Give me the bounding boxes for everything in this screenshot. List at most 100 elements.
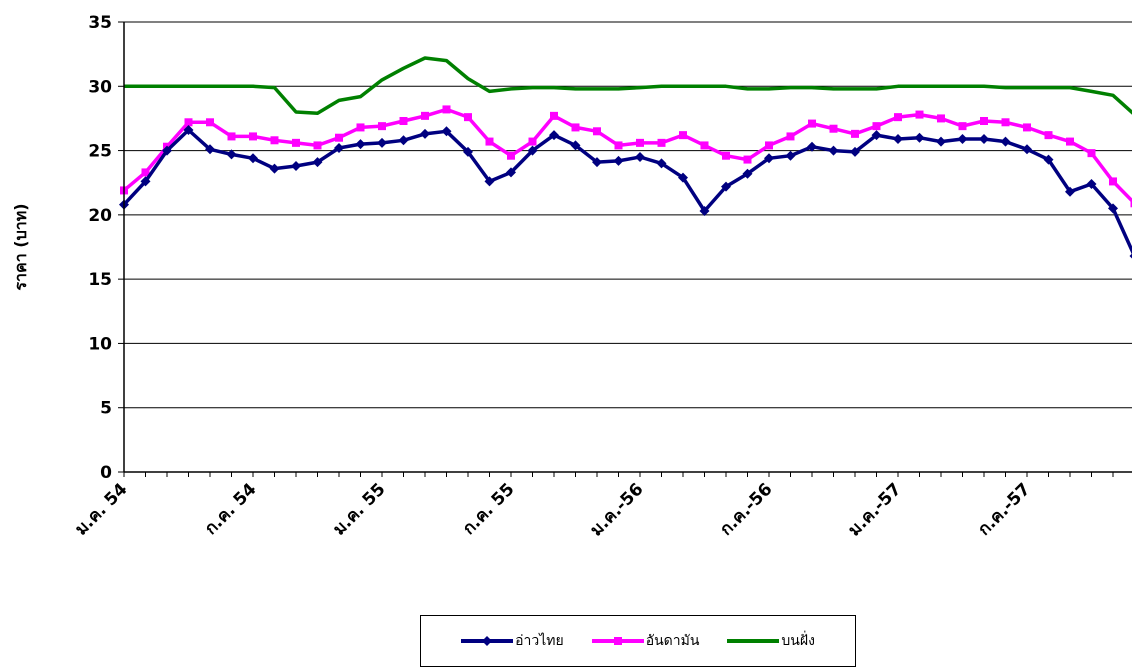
data-point	[442, 105, 451, 114]
x-tick-label: ม.ค. 54	[71, 479, 131, 539]
data-point	[463, 146, 473, 157]
data-point	[206, 118, 214, 127]
y-tick-label: 35	[88, 13, 112, 33]
data-point	[893, 134, 903, 144]
data-point	[549, 130, 559, 141]
data-point	[292, 138, 300, 147]
y-tick-label: 15	[88, 270, 112, 290]
y-tick-label: 10	[88, 334, 112, 354]
data-point	[980, 117, 988, 125]
data-point	[270, 136, 279, 145]
legend-label: อันดามัน	[645, 633, 700, 649]
legend-swatch-andaman	[591, 637, 644, 645]
data-point	[377, 137, 387, 148]
data-point	[1087, 149, 1096, 158]
data-point	[721, 181, 731, 192]
data-point	[528, 137, 537, 146]
series-layer	[119, 56, 1132, 259]
data-point	[764, 153, 774, 164]
data-point	[571, 123, 580, 132]
data-point	[1108, 203, 1118, 214]
data-point	[356, 123, 365, 132]
legend-label: อ่าวไทย	[515, 633, 564, 649]
data-point	[765, 141, 773, 150]
grid-lines	[124, 21, 1132, 409]
data-point	[828, 145, 839, 156]
data-point	[613, 155, 624, 166]
data-point	[248, 153, 258, 164]
data-point	[635, 152, 645, 162]
data-point	[636, 138, 644, 147]
series-gulf	[119, 125, 1132, 259]
data-point	[226, 149, 237, 160]
y-tick-label: 20	[88, 206, 112, 226]
legend-swatch-onshore	[727, 639, 780, 643]
y-axis-label: ราคา (บาท)	[11, 203, 30, 290]
data-point	[722, 151, 730, 160]
data-point	[269, 163, 280, 174]
data-point	[140, 176, 151, 187]
data-point	[850, 146, 860, 157]
x-tick-label: ม.ค. 55	[329, 479, 389, 539]
data-point	[291, 161, 301, 171]
data-point	[1022, 144, 1032, 155]
data-point	[679, 131, 687, 140]
data-point	[657, 138, 666, 147]
data-point	[958, 122, 967, 131]
data-point	[1109, 177, 1117, 186]
series-line	[124, 56, 1132, 116]
data-point	[313, 141, 322, 150]
x-tick-labels: ม.ค. 54 ก.ค. 54 ม.ค. 55 ก.ค. 55 ม.ค.-56 ก.ค.-…	[71, 479, 1034, 540]
legend-item-gulf: อ่าวไทย	[461, 630, 564, 652]
data-point	[1086, 179, 1097, 189]
data-point	[592, 157, 602, 168]
data-point	[335, 133, 343, 142]
data-point	[441, 126, 452, 137]
data-point	[914, 132, 925, 143]
data-point	[656, 158, 667, 169]
y-tick-label: 0	[100, 463, 112, 483]
axes	[118, 21, 1132, 477]
data-point	[507, 151, 515, 160]
data-point	[1023, 123, 1031, 132]
data-point	[527, 145, 538, 156]
line-chart: 0 5 10 15 20 25 30 35 ม.ค. 54 ก.ค. 54 ม.ค. 55 ก.ค.…	[11, 13, 1132, 540]
data-point	[699, 206, 710, 216]
x-tick-label: ม.ค.-56	[587, 479, 648, 540]
data-point	[894, 113, 902, 122]
data-point	[872, 122, 881, 131]
data-point	[786, 132, 795, 141]
legend-swatch-gulf	[461, 636, 514, 646]
series-line	[122, 128, 1132, 255]
data-point	[506, 167, 516, 178]
data-point	[808, 119, 816, 128]
x-tick-label: ก.ค.-57	[974, 479, 1034, 539]
data-point	[593, 127, 601, 136]
data-point	[398, 135, 409, 146]
data-point	[1066, 137, 1074, 146]
data-point	[1043, 154, 1054, 165]
data-point	[421, 111, 429, 120]
data-point	[485, 137, 494, 146]
data-point	[420, 128, 430, 139]
series-andaman	[120, 105, 1132, 208]
series-onshore	[124, 56, 1132, 116]
data-point	[334, 143, 344, 153]
y-tick-label: 25	[88, 142, 112, 162]
data-point	[915, 110, 924, 119]
data-point	[355, 139, 366, 150]
data-point	[1129, 253, 1132, 259]
data-point	[1130, 199, 1132, 208]
legend-item-onshore: บนฝั่ง	[727, 630, 815, 652]
data-point	[162, 145, 172, 156]
data-point	[937, 114, 945, 123]
x-tick-label: ก.ค. 54	[201, 479, 261, 539]
legend-item-andaman: อันดามัน	[591, 630, 700, 652]
x-tick-label: ม.ค.-57	[845, 479, 906, 540]
data-point	[807, 141, 817, 152]
data-point	[614, 141, 623, 150]
legend: อ่าวไทย อันดามัน บนฝั่ง	[420, 615, 856, 667]
data-point	[871, 130, 882, 141]
data-point	[227, 132, 236, 141]
data-point	[570, 140, 581, 151]
